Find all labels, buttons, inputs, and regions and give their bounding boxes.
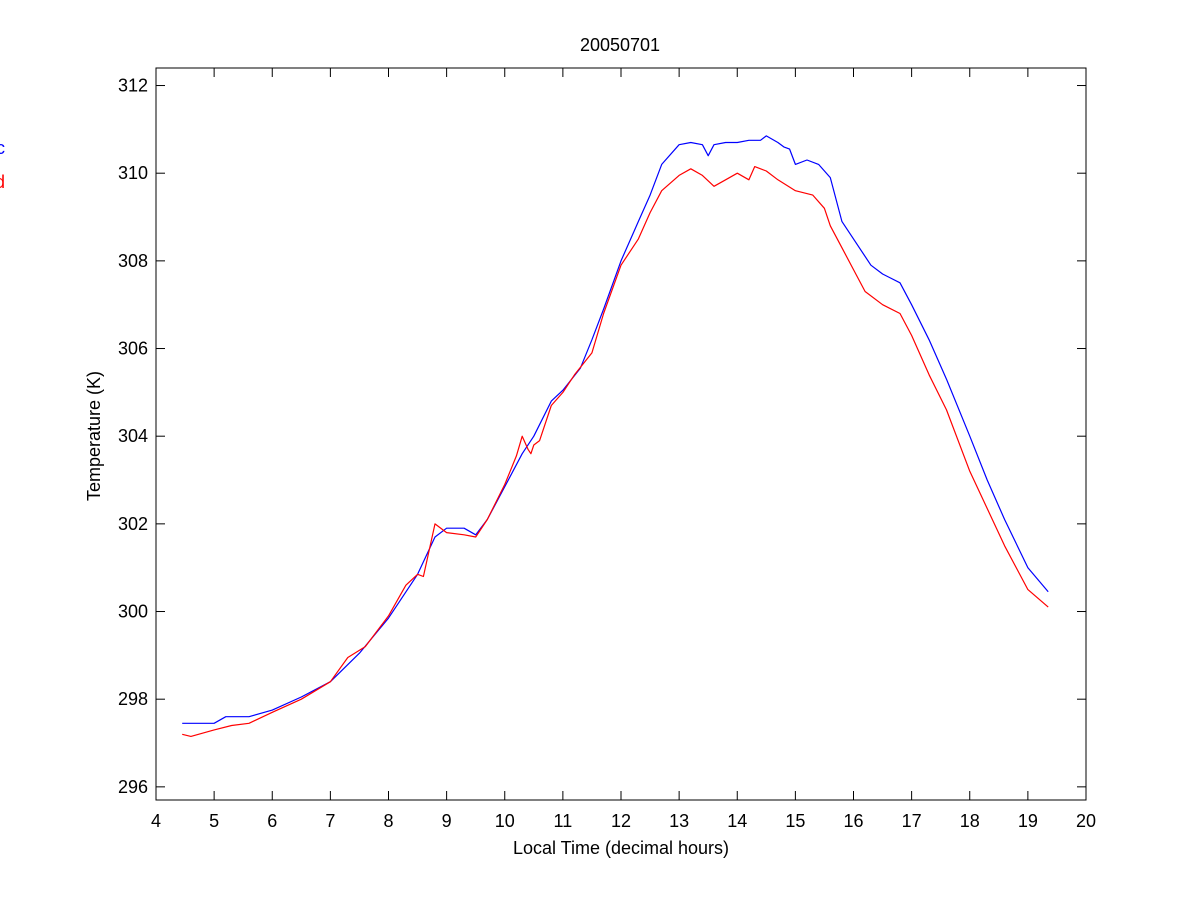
x-tick-label: 9 xyxy=(442,811,452,831)
x-tick-label: 15 xyxy=(785,811,805,831)
series-layer xyxy=(182,135,1049,738)
x-tick-label: 17 xyxy=(902,811,922,831)
y-tick-label: 308 xyxy=(118,251,148,271)
series-line-d xyxy=(182,166,1049,738)
chart-title: 20050701 xyxy=(580,35,660,55)
y-axis-label: Temperature (K) xyxy=(84,371,104,501)
x-axis-ticks: 4 5 6 7 8 9 10 11 12 13 14 15 16 17 18 19 20 xyxy=(151,68,1096,831)
x-tick-label: 20 xyxy=(1076,811,1096,831)
legend-label-c: c xyxy=(0,138,5,158)
x-tick-label: 10 xyxy=(495,811,515,831)
x-axis-label: Local Time (decimal hours) xyxy=(513,838,729,858)
plot-axes: 4 5 6 7 8 9 10 11 12 13 14 15 16 17 18 19 20 296 298 300 30… xyxy=(118,67,1096,831)
x-tick-label: 13 xyxy=(669,811,689,831)
legend: cd xyxy=(0,138,5,192)
y-tick-label: 298 xyxy=(118,689,148,709)
y-tick-label: 300 xyxy=(118,602,148,622)
legend-label-d: d xyxy=(0,172,5,192)
y-tick-label: 304 xyxy=(118,426,148,446)
y-tick-label: 302 xyxy=(118,514,148,534)
x-tick-label: 18 xyxy=(960,811,980,831)
x-tick-label: 8 xyxy=(383,811,393,831)
y-tick-label: 312 xyxy=(118,76,148,96)
x-tick-label: 12 xyxy=(611,811,631,831)
x-tick-label: 11 xyxy=(554,811,573,831)
y-tick-label: 310 xyxy=(118,163,148,183)
x-tick-label: 4 xyxy=(151,811,161,831)
x-tick-label: 6 xyxy=(267,811,277,831)
y-tick-label: 296 xyxy=(118,777,148,797)
x-tick-label: 19 xyxy=(1018,811,1038,831)
x-tick-label: 5 xyxy=(209,811,219,831)
y-tick-label: 306 xyxy=(118,339,148,359)
x-tick-label: 16 xyxy=(843,811,863,831)
x-tick-label: 14 xyxy=(727,811,747,831)
x-tick-label: 7 xyxy=(325,811,335,831)
series-line-c xyxy=(182,135,1049,724)
y-axis-ticks: 296 298 300 302 304 306 308 310 312 xyxy=(118,76,1086,797)
